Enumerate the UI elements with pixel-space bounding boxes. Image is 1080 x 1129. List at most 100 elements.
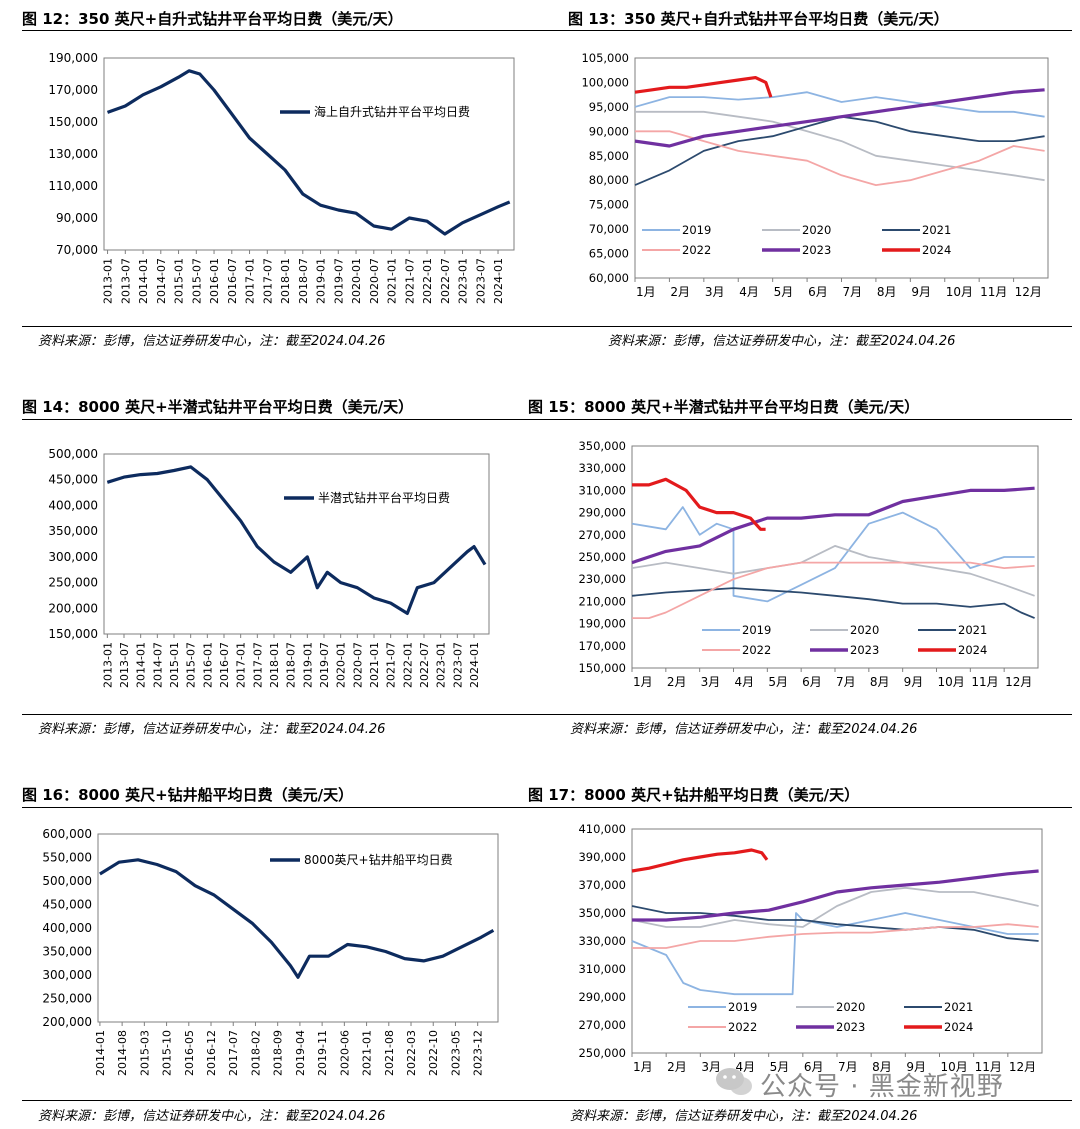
fig14-xtick-18: 2022-01: [401, 642, 414, 688]
fig16-chart: 200,000 250,000 300,000 350,000 400,000 450,0…: [42, 827, 499, 1076]
fig14-ytick-2: 250,000: [48, 576, 98, 590]
fig17-xtick-8: 9月: [906, 1060, 926, 1074]
fig14-xtick-10: 2018-01: [268, 642, 281, 688]
fig14-xtick-8: 2017-01: [235, 642, 248, 688]
fig14-xtick-7: 2016-07: [218, 642, 231, 688]
fig16-series-line-0: [99, 858, 495, 979]
fig15-ytick-7: 290,000: [578, 506, 626, 520]
fig12-ytick-4: 150,000: [48, 115, 98, 129]
fig14-xtick-9: 2017-07: [251, 642, 264, 688]
fig13-legend-label-2020: 2020: [802, 223, 831, 237]
fig16-ytick-1: 250,000: [42, 992, 92, 1006]
fig14-xtick-20: 2023-01: [435, 642, 448, 688]
fig15-ytick-5: 250,000: [578, 550, 626, 564]
fig14-xtick-1: 2013-07: [118, 642, 131, 688]
fig17-xtick-10: 11月: [975, 1060, 1002, 1074]
fig14-chart: 150,000 200,000 250,000 300,000 350,000 400,0…: [48, 447, 490, 688]
fig12-ytick-2: 110,000: [48, 179, 98, 193]
fig16-xtick-8: 2018-09: [272, 1030, 285, 1076]
fig14-xtick-21: 2023-07: [451, 642, 464, 688]
fig17-chart: 250,000 270,000 290,000 310,000 330,000 350,0…: [578, 822, 1043, 1074]
fig15-xtick-4: 5月: [768, 675, 788, 689]
fig14-xtick-13: 2019-07: [318, 642, 331, 688]
fig17-xtick-2: 3月: [701, 1060, 721, 1074]
fig13-title: 图 13：350 英尺+自升式钻井平台平均日费（美元/天）: [568, 10, 949, 28]
fig15-legend-label-2019: 2019: [742, 623, 771, 637]
fig12-ytick-6: 190,000: [48, 51, 98, 65]
fig14-xtick-16: 2021-01: [368, 642, 381, 688]
fig13-xtick-9: 10月: [946, 285, 973, 299]
fig12-ytick-0: 70,000: [56, 243, 98, 257]
fig13-ytick-8: 100,000: [581, 75, 629, 89]
fig15-legend-label-2024: 2024: [958, 643, 987, 657]
fig12-xtick-20: 2023-01: [457, 258, 470, 304]
fig15-ytick-9: 330,000: [578, 461, 626, 475]
watermark-text: 公众号 · 黑金新视野: [760, 1072, 1004, 1102]
fig16-xtick-2: 2015-03: [138, 1030, 151, 1076]
fig17-ytick-5: 350,000: [578, 906, 626, 920]
fig15-series-line-2022: [632, 561, 1035, 620]
fig17-series-line-2021: [631, 905, 1039, 942]
fig15-xtick-1: 2月: [667, 675, 687, 689]
watermark: 公众号 · 黑金新视野: [712, 1064, 1052, 1104]
fig14-ytick-5: 400,000: [48, 498, 98, 512]
fig17-xtick-4: 5月: [770, 1060, 790, 1074]
fig13-series-line-2024: [634, 75, 773, 98]
fig13-ytick-4: 80,000: [589, 173, 629, 187]
fig16-xtick-0: 2014-01: [94, 1030, 107, 1076]
fig12-xtick-14: 2020-01: [350, 258, 363, 304]
fig14-xtick-2: 2014-01: [135, 642, 148, 688]
fig12-xtick-19: 2022-07: [439, 258, 452, 304]
fig13-legend-label-2019: 2019: [682, 223, 711, 237]
fig17-title: 图 17：8000 英尺+钻井船平均日费（美元/天）: [528, 786, 860, 804]
fig16-ytick-0: 200,000: [42, 1015, 92, 1029]
fig16-ytick-2: 300,000: [42, 968, 92, 982]
fig17-legend-label-2024: 2024: [944, 1020, 973, 1034]
fig13-xtick-3: 4月: [739, 285, 759, 299]
fig14-xtick-11: 2018-07: [285, 642, 298, 688]
fig16-xtick-11: 2020-06: [338, 1030, 351, 1076]
source-note-4: 资料来源：彭博，信达证券研发中心，注：截至2024.04.26: [570, 722, 918, 737]
fig15-ytick-1: 170,000: [578, 639, 626, 653]
bottom-rule-2: [22, 714, 1072, 715]
fig12-xtick-6: 2016-01: [208, 258, 221, 304]
fig17-xtick-5: 6月: [804, 1060, 824, 1074]
fig17-xtick-1: 2月: [667, 1060, 687, 1074]
fig13-ytick-1: 65,000: [589, 247, 629, 261]
fig17-legend-label-2023: 2023: [836, 1020, 865, 1034]
fig12-xtick-7: 2016-07: [226, 258, 239, 304]
fig15-xtick-11: 12月: [1005, 675, 1032, 689]
fig14-title: 图 14：8000 英尺+半潜式钻井平台平均日费（美元/天）: [22, 398, 414, 416]
fig16-xtick-3: 2015-10: [161, 1030, 174, 1076]
fig15-ytick-3: 210,000: [578, 594, 626, 608]
fig13-series-line-2023: [634, 88, 1045, 148]
fig14-xtick-6: 2016-01: [201, 642, 214, 688]
fig15-ytick-4: 230,000: [578, 572, 626, 586]
source-note-3: 资料来源：彭博，信达证券研发中心，注：截至2024.04.26: [38, 722, 386, 737]
fig15-series-line-2020: [631, 545, 1035, 597]
fig16-xtick-10: 2019-11: [316, 1030, 329, 1076]
fig13-legend-label-2021: 2021: [922, 223, 951, 237]
fig17-xtick-9: 10月: [941, 1060, 968, 1074]
fig16-title: 图 16：8000 英尺+钻井船平均日费（美元/天）: [22, 786, 354, 804]
fig15-chart: 150,000 170,000 190,000 210,000 230,000 250,0…: [578, 439, 1039, 689]
wechat-icon: [716, 1068, 752, 1095]
fig14-legend-label-0: 半潜式钻井平台平均日费: [318, 490, 450, 505]
fig14-xtick-19: 2022-07: [418, 642, 431, 688]
fig13-legend-label-2022: 2022: [682, 243, 711, 257]
fig17-ytick-1: 270,000: [578, 1018, 626, 1032]
fig12-xtick-1: 2013-07: [119, 258, 132, 304]
fig17-ytick-2: 290,000: [578, 990, 626, 1004]
fig12-xtick-5: 2015-07: [190, 258, 203, 304]
fig13-ytick-9: 105,000: [581, 51, 629, 65]
fig12-xtick-9: 2017-07: [261, 258, 274, 304]
fig15-series-line-2024: [632, 477, 766, 531]
fig15-legend-label-2020: 2020: [850, 623, 879, 637]
fig12-xtick-12: 2019-01: [315, 258, 328, 304]
fig17-series-line-2020: [631, 886, 1039, 928]
fig16-xtick-16: 2023-05: [449, 1030, 462, 1076]
fig17-ytick-0: 250,000: [578, 1046, 626, 1060]
fig12-xtick-4: 2015-01: [173, 258, 186, 304]
fig16-xtick-17: 2023-12: [472, 1030, 485, 1076]
fig13-legend-label-2023: 2023: [802, 243, 831, 257]
